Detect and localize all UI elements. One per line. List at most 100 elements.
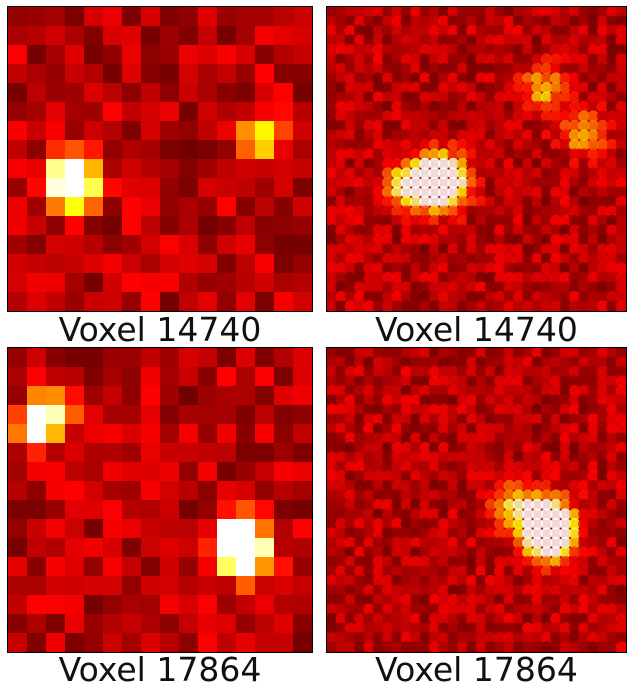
heatmap-blob	[400, 271, 413, 284]
heatmap-blob	[353, 460, 366, 473]
heatmap-blob	[381, 186, 394, 199]
heatmap-blob	[512, 195, 525, 208]
heatmap-blob	[428, 205, 441, 218]
heatmap-cell	[255, 481, 275, 501]
heatmap-cell	[65, 102, 85, 122]
heatmap-blob	[466, 129, 478, 142]
heatmap-cell	[236, 83, 256, 103]
heatmap-blob	[550, 517, 562, 530]
heatmap-blob	[568, 262, 581, 275]
heatmap-blob	[503, 622, 515, 635]
heatmap-blob	[606, 148, 618, 161]
heatmap-blob	[475, 574, 487, 587]
heatmap-blob	[438, 622, 450, 635]
heatmap-cell	[160, 481, 180, 501]
heatmap-blob	[391, 262, 403, 275]
heatmap-blob	[327, 517, 338, 530]
heatmap-cell	[293, 83, 312, 103]
heatmap-blob	[428, 641, 441, 652]
heatmap-blob	[335, 300, 347, 311]
heatmap-cell	[236, 121, 256, 141]
heatmap-blob	[606, 129, 618, 142]
heatmap-blob	[568, 394, 581, 407]
heatmap-blob	[363, 612, 375, 625]
heatmap-image	[327, 7, 626, 311]
heatmap-blob	[494, 7, 506, 18]
heatmap-blob	[409, 262, 422, 275]
heatmap-blob	[596, 432, 609, 445]
heatmap-blob	[438, 72, 450, 85]
heatmap-blob	[568, 271, 581, 284]
heatmap-blob	[428, 527, 441, 540]
heatmap-cell	[179, 197, 199, 217]
heatmap-cell	[293, 481, 312, 501]
heatmap-blob	[372, 129, 385, 142]
heatmap-cell	[27, 178, 47, 198]
heatmap-blob	[466, 536, 478, 549]
heatmap-blob	[587, 24, 600, 37]
heatmap-blob	[381, 176, 394, 189]
heatmap-cell	[179, 538, 199, 558]
heatmap-blob	[363, 233, 375, 246]
heatmap-cell	[65, 386, 85, 406]
heatmap-blob	[494, 167, 506, 180]
heatmap-blob	[522, 574, 534, 587]
heatmap-blob	[466, 451, 478, 464]
heatmap-blob	[447, 536, 459, 549]
heatmap-blob	[484, 546, 497, 559]
heatmap-blob	[494, 290, 506, 303]
heatmap-blob	[428, 451, 441, 464]
heatmap-blob	[363, 432, 375, 445]
heatmap-cell	[65, 424, 85, 444]
heatmap-blob	[438, 365, 450, 378]
heatmap-blob	[327, 72, 338, 85]
heatmap-cell	[122, 235, 142, 255]
heatmap-blob	[327, 441, 338, 454]
heatmap-blob	[353, 489, 366, 502]
heatmap-blob	[550, 422, 562, 435]
heatmap-blob	[381, 565, 394, 578]
heatmap-blob	[391, 348, 403, 359]
heatmap-blob	[484, 565, 497, 578]
heatmap-blob	[400, 81, 413, 94]
heatmap-blob	[559, 356, 572, 369]
heatmap-blob	[419, 290, 431, 303]
heatmap-blob	[494, 622, 506, 635]
heatmap-blob	[550, 546, 562, 559]
heatmap-blob	[428, 498, 441, 511]
heatmap-blob	[363, 119, 375, 132]
heatmap-blob	[494, 281, 506, 294]
heatmap-blob	[540, 62, 553, 75]
heatmap-cell	[8, 140, 28, 160]
heatmap-cell	[8, 519, 28, 539]
heatmap-blob	[372, 233, 385, 246]
heatmap-blob	[400, 479, 413, 492]
heatmap-blob	[372, 243, 385, 256]
heatmap-blob	[447, 271, 459, 284]
heatmap-blob	[503, 271, 515, 284]
heatmap-blob	[391, 593, 403, 606]
heatmap-cell	[198, 557, 218, 577]
heatmap-blob	[428, 91, 441, 104]
heatmap-blob	[494, 584, 506, 597]
heatmap-blob	[409, 451, 422, 464]
heatmap-blob	[550, 53, 562, 66]
heatmap-cell	[236, 292, 256, 311]
heatmap-cell	[179, 102, 199, 122]
heatmap-blob	[409, 394, 422, 407]
heatmap-cell	[217, 405, 237, 425]
heatmap-blob	[327, 375, 338, 388]
heatmap-blob	[522, 119, 534, 132]
heatmap-cell	[179, 633, 199, 652]
heatmap-blob	[587, 593, 600, 606]
heatmap-cell	[103, 45, 123, 65]
heatmap-blob	[381, 100, 394, 113]
heatmap-blob	[372, 375, 385, 388]
heatmap-cell	[255, 64, 275, 84]
heatmap-blob	[400, 574, 413, 587]
heatmap-blob	[587, 574, 600, 587]
heatmap-blob	[381, 460, 394, 473]
heatmap-cell	[293, 140, 312, 160]
heatmap-blob	[419, 62, 431, 75]
heatmap-cell	[274, 178, 294, 198]
